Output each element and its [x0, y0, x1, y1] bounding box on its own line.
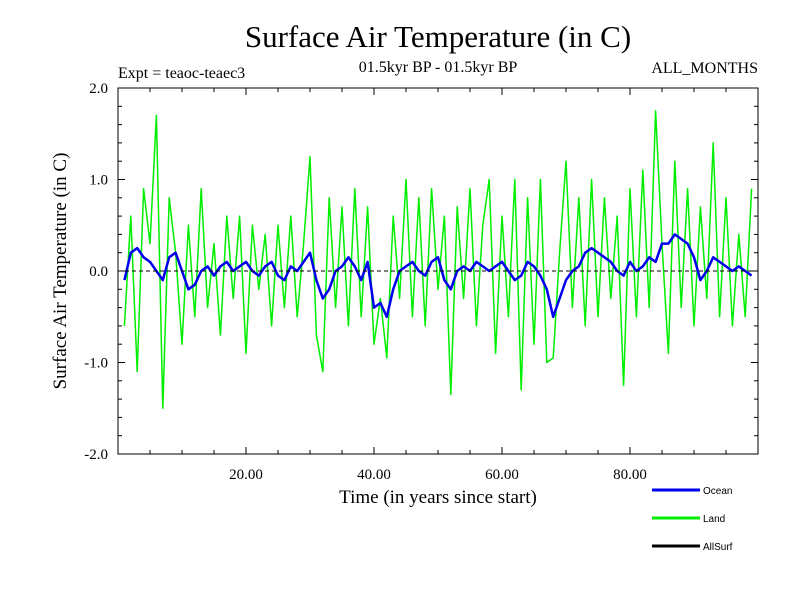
axis-ticks: -2.0 -1.0 0.0 1.0 2.0 20.00 40.00 60.00 80.00 — [84, 81, 758, 483]
x-axis-label: Time (in years since start) — [339, 487, 537, 508]
legend: Ocean Land AllSurf — [652, 486, 733, 553]
plot-frame — [117, 87, 759, 455]
chart-title: Surface Air Temperature (in C) — [245, 19, 631, 54]
y-axis-label: Surface Air Temperature (in C) — [50, 153, 71, 390]
y-tick-label: -1.0 — [84, 356, 108, 372]
months-label: ALL_MONTHS — [651, 60, 758, 77]
legend-label-ocean: Ocean — [703, 486, 732, 497]
series-layer — [123, 110, 753, 410]
y-tick-label: 2.0 — [89, 81, 108, 97]
y-tick-label: 1.0 — [89, 173, 108, 189]
series-line-ocean — [123, 233, 753, 319]
period-label: 01.5kyr BP - 01.5kyr BP — [359, 59, 518, 76]
x-tick-label: 40.00 — [357, 467, 391, 483]
x-tick-label: 60.00 — [485, 467, 519, 483]
y-tick-label: 0.0 — [89, 264, 108, 280]
x-tick-label: 80.00 — [613, 467, 647, 483]
legend-label-land: Land — [703, 514, 725, 525]
experiment-label: Expt = teaoc-teaec3 — [118, 65, 245, 82]
legend-label-allsurf: AllSurf — [703, 542, 733, 553]
x-tick-label: 20.00 — [229, 467, 263, 483]
y-tick-label: -2.0 — [84, 447, 108, 463]
